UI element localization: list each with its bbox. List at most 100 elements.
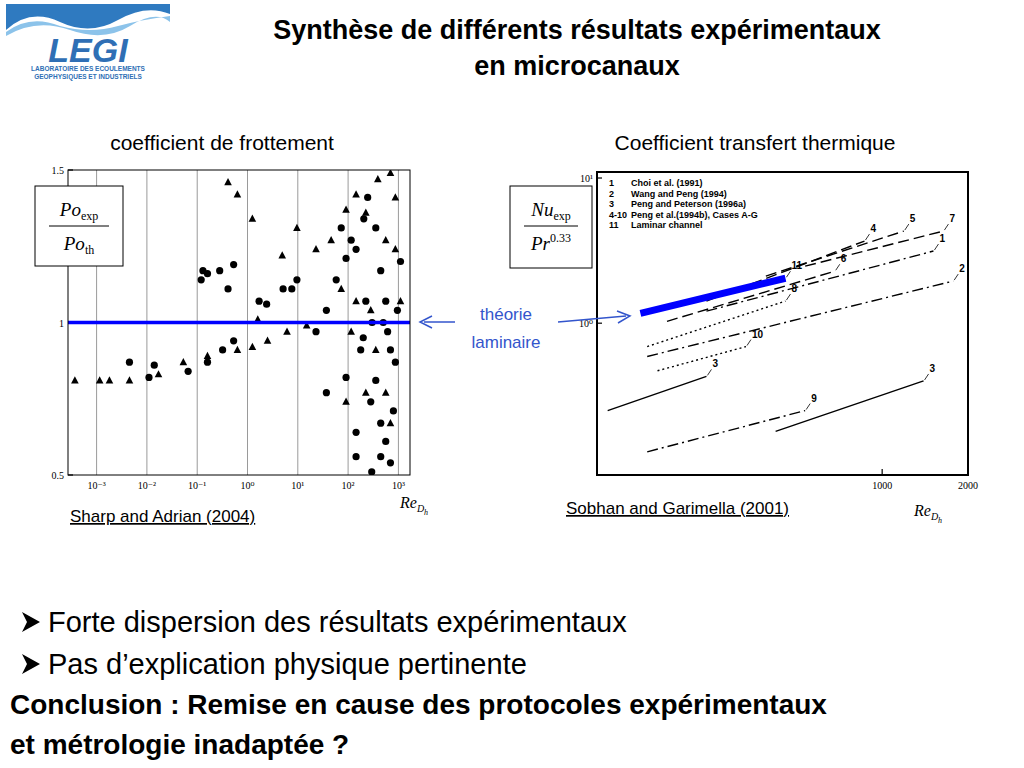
plot-frame [597,172,968,475]
point [230,261,237,268]
data-layer [608,231,954,452]
logo-subtitle: GEOPHYSIQUES ET INDUSTRIELS [34,73,142,81]
point [293,276,300,283]
point [312,245,320,252]
point [352,429,359,436]
annotation-text: laminaire [472,333,541,352]
point [368,468,375,475]
tick-label: 10⁻¹ [188,480,206,491]
point [390,407,397,414]
callout-leader [707,369,711,375]
point [219,346,226,353]
x-axis-label: ReDh [913,502,942,525]
point [377,453,384,460]
bullet-text: Pas d’explication physique pertinente [48,648,527,680]
point [364,194,371,201]
text-part: Po [59,199,81,220]
point [392,359,399,366]
slide: LEGILABORATOIRE DES ECOULEMENTSGEOPHYSIQ… [0,0,1024,768]
point [249,343,257,350]
point [382,388,390,395]
conclusion-text: Conclusion : Remise en cause des protoco… [10,689,827,720]
point [387,419,395,426]
bullet-icon [22,654,40,674]
plot-area [597,172,968,475]
logo: LEGILABORATOIRE DES ECOULEMENTSGEOPHYSIQ… [6,4,170,81]
point [352,190,360,197]
point [106,376,114,383]
line [776,381,924,431]
callout-leader [836,264,840,270]
point [360,215,367,222]
point [342,255,349,262]
legend-number: 4-10 [609,210,627,220]
callout-label: 3 [712,358,718,369]
ylabel-part: Poth [63,233,94,257]
ylabel-part: Nuexp [530,199,571,223]
point [372,224,379,231]
text-part: h [424,508,428,517]
text-part: Po [63,233,85,254]
point [204,270,211,277]
point [288,285,295,292]
fraction-bar [524,226,578,227]
tick-label: 10³ [392,480,405,491]
tick-label: 10¹ [291,480,304,491]
point [374,175,382,182]
callout-label: 3 [930,363,936,374]
slide-title: en microcanaux [474,51,680,81]
point [230,337,237,344]
point [360,334,367,341]
point [362,388,370,395]
annotation: théorielaminaire [420,305,630,352]
point [312,328,319,335]
point [234,346,242,353]
logo-subtitle: LABORATOIRE DES ECOULEMENTS [31,65,146,72]
point [348,237,355,244]
point [382,438,389,445]
point [264,337,272,344]
legend-text: Choi et al. (1991) [631,178,703,188]
ylabel-part: Poexp [59,199,98,223]
point [145,374,152,381]
point [384,328,391,335]
callout-leader [934,244,938,250]
point [352,297,360,304]
line [608,376,707,410]
point [337,285,345,292]
tick-label: 1 [59,318,64,329]
point [327,236,335,243]
line [805,231,943,266]
point [96,376,104,383]
chart: coefficient de frottement10⁻³10⁻²10⁻¹10⁰… [35,131,428,526]
point [372,346,380,353]
point [387,459,394,466]
line [640,278,785,313]
arrow-head [617,311,630,323]
callout-leader [925,374,929,380]
chart-title: Coefficient transfert thermique [615,131,896,154]
point [397,258,404,265]
point [352,453,359,460]
text-part: th [85,243,94,257]
line [658,347,746,371]
point [198,276,205,283]
point [224,285,231,292]
conclusion-text: et métrologie inadaptée ? [10,729,349,760]
point [323,389,330,396]
line [706,251,933,311]
callout-leader [905,224,909,230]
callout-label: 11 [791,260,802,271]
point [249,215,257,222]
tick-label: 1.5 [52,165,65,176]
point [357,346,364,353]
legend-text: Peng and Peterson (1996a) [631,199,746,209]
background [0,0,1024,768]
text-part: h [938,516,942,525]
ylabel-box [35,186,123,266]
point [255,298,262,305]
point [234,190,242,197]
point [342,374,349,381]
tick-label: 1000 [872,480,892,491]
tick-label: 2000 [958,480,978,491]
